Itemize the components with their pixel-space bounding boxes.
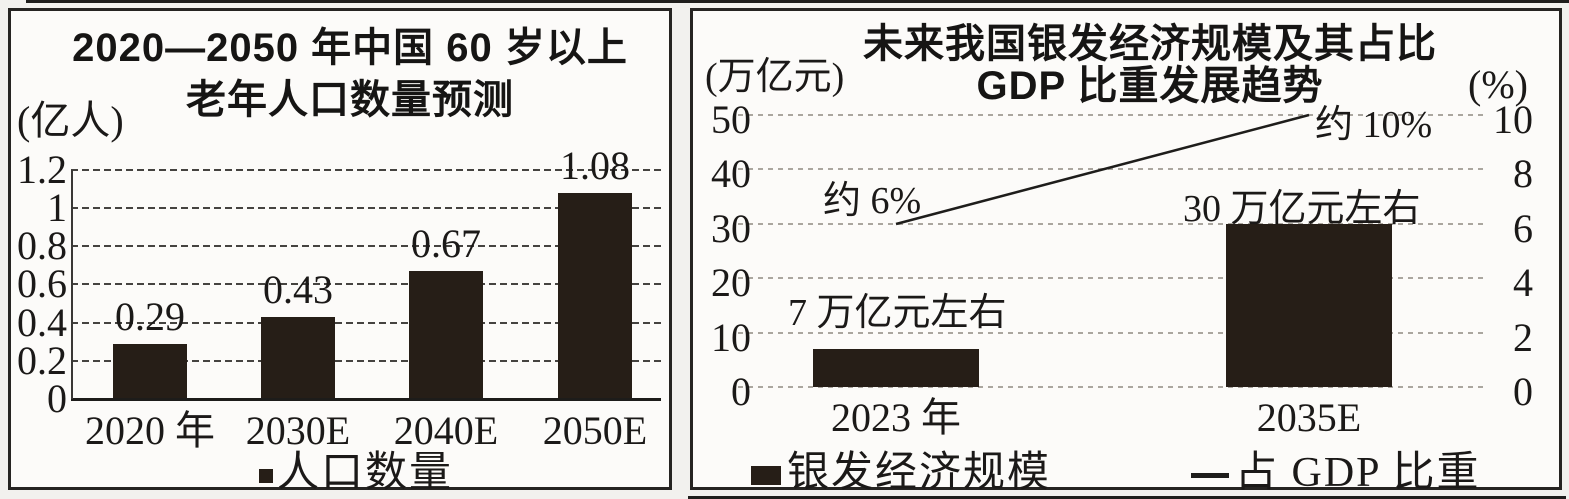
x-axis-label: 2040E — [393, 408, 499, 453]
bar-value-annotation-2035: 30 万亿元左右 — [1183, 188, 1421, 230]
x-axis-label: 2023 年 — [831, 395, 961, 440]
line-point-annotation-2023: 约 6% — [823, 180, 922, 222]
x-axis-label: 2035E — [1256, 395, 1362, 440]
y-gridline — [71, 360, 661, 362]
scan-artifact-top — [26, 0, 1569, 3]
y-gridline — [71, 398, 661, 401]
x-axis-label: 2030E — [245, 408, 351, 453]
economy-left-axis-unit-label: (万亿元) — [705, 56, 845, 98]
economy-chart-title-line2: GDP 比重发展趋势 — [976, 64, 1324, 108]
population-legend-label: 人口数量 — [277, 450, 454, 496]
bar-value-label: 0.29 — [115, 294, 185, 339]
y-axis-line — [71, 170, 73, 399]
y-gridline — [71, 322, 661, 324]
left-axis-tick-label: 50 — [711, 97, 751, 142]
bar-value-label: 0.43 — [263, 267, 333, 312]
population-legend: 人口数量 — [259, 451, 453, 495]
left-axis-tick-label: 20 — [711, 260, 751, 305]
left-axis-tick-label: 10 — [711, 315, 751, 360]
y-tick-label: 0.2 — [17, 338, 67, 383]
y-tick-label: 0 — [47, 376, 67, 421]
line-point-annotation-2035: 约 10% — [1315, 104, 1433, 146]
y-tick-label: 0.6 — [17, 261, 67, 306]
population-bar — [261, 317, 335, 398]
population-chart: 2020—2050 年中国 60 岁以上 老年人口数量预测 (亿人) 1.2 1 0… — [8, 8, 672, 495]
economy-legend-bar-series: 银发经济规模 — [751, 451, 1051, 495]
population-legend-square-icon — [259, 469, 273, 483]
population-chart-title-line1: 2020—2050 年中国 60 岁以上 — [72, 26, 628, 70]
bar-value-annotation-2023: 7 万亿元左右 — [788, 292, 1007, 334]
population-bar — [558, 193, 632, 398]
right-axis-tick-label: 0 — [1513, 369, 1533, 414]
bar-value-label: 0.67 — [411, 221, 481, 266]
population-chart-title-line2: 老年人口数量预测 — [186, 78, 514, 122]
left-axis-tick-label: 30 — [711, 206, 751, 251]
economy-legend-line-series: 占 GDP 比重 — [1191, 451, 1480, 495]
silver-economy-chart: 未来我国银发经济规模及其占比 GDP 比重发展趋势 (万亿元) (%) 50 40… — [690, 8, 1562, 495]
right-axis-tick-label: 4 — [1513, 260, 1533, 305]
y-tick-label: 0.4 — [17, 300, 67, 345]
y-gridline — [738, 332, 1486, 334]
bar-series-legend-label: 银发经济规模 — [787, 450, 1052, 496]
y-gridline — [71, 207, 661, 209]
x-axis-label: 2050E — [542, 408, 648, 453]
population-bar — [113, 344, 187, 398]
y-gridline — [738, 277, 1486, 279]
scan-artifact-bottom — [688, 496, 1566, 499]
x-axis-label: 2020 年 — [85, 408, 215, 453]
economy-bar — [813, 349, 979, 387]
line-series-legend-label: 占 GDP 比重 — [1235, 450, 1481, 496]
right-axis-tick-label: 8 — [1513, 151, 1533, 196]
y-tick-label: 0.8 — [17, 223, 67, 268]
y-tick-label: 1 — [47, 185, 67, 230]
y-gridline — [71, 169, 661, 171]
y-gridline — [738, 386, 1486, 388]
y-gridline — [738, 168, 1486, 170]
right-axis-tick-label: 10 — [1493, 97, 1533, 142]
left-axis-tick-label: 40 — [711, 151, 751, 196]
y-tick-label: 1.2 — [17, 147, 67, 192]
right-axis-tick-label: 6 — [1513, 206, 1533, 251]
economy-right-axis-unit-label: (%) — [1468, 62, 1528, 107]
economy-bar — [1226, 224, 1392, 387]
population-plot-area: 1.2 1 0.8 0.6 0.4 0.2 0 0.29 2020 年 0.43 2030E 0.67… — [11, 11, 669, 487]
economy-plot-area: 50 40 30 20 10 0 10 8 6 4 2 0 2023 年 2035E — [693, 11, 1559, 487]
y-gridline — [71, 283, 661, 285]
left-axis-tick-label: 0 — [731, 369, 751, 414]
bar-value-label: 1.08 — [560, 143, 630, 188]
y-gridline — [71, 245, 661, 247]
right-axis-tick-label: 2 — [1513, 315, 1533, 360]
bar-series-legend-square-icon — [751, 465, 781, 485]
economy-chart-title-line1: 未来我国银发经济规模及其占比 — [863, 22, 1437, 66]
population-bar — [409, 271, 483, 398]
population-y-axis-unit-label: (亿人) — [17, 98, 124, 143]
line-series-legend-dash-icon — [1191, 472, 1229, 478]
